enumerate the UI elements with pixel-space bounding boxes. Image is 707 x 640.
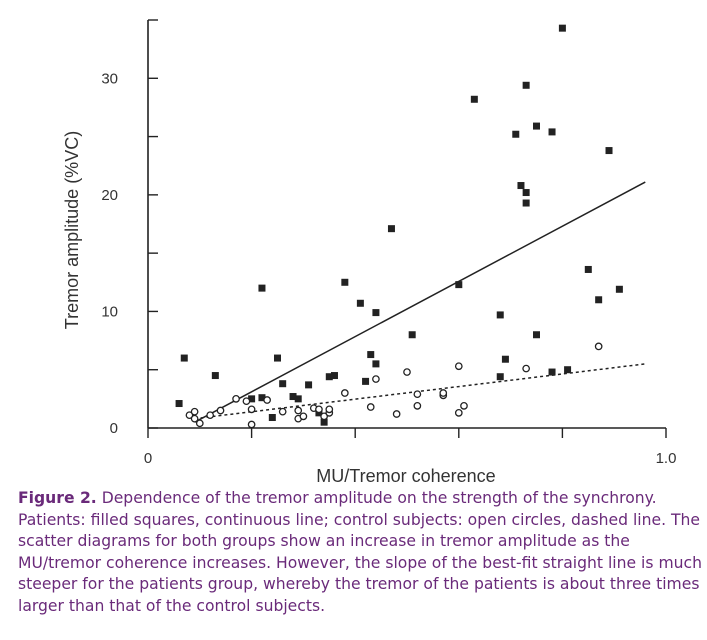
data-point-square	[522, 199, 530, 207]
data-point-square	[564, 366, 572, 374]
data-point-square	[496, 373, 504, 381]
data-point-circle	[190, 414, 199, 423]
data-point-circle	[372, 375, 380, 383]
data-point-circle	[206, 411, 215, 420]
data-point-square	[294, 395, 302, 403]
data-point-square	[325, 373, 333, 381]
data-point-square	[408, 331, 416, 339]
data-point-square	[258, 394, 266, 402]
data-point-circle	[195, 419, 204, 428]
y-tick-label: 0	[110, 420, 118, 437]
data-point-circle	[413, 402, 422, 410]
data-point-circle	[320, 412, 328, 421]
y-tick-label: 10	[101, 303, 118, 320]
data-point-square	[548, 128, 556, 136]
data-point-circle	[294, 406, 303, 415]
x-tick-label: 1.0	[656, 450, 677, 467]
data-point-square	[367, 351, 375, 359]
data-point-circle	[278, 407, 287, 416]
data-point-square	[522, 81, 530, 89]
data-point-circle	[232, 395, 240, 403]
data-point-square	[533, 331, 540, 339]
data-points	[175, 24, 623, 429]
data-point-circle	[439, 389, 448, 397]
fit-line-solid	[194, 181, 646, 423]
x-tick-label: 0	[144, 450, 152, 467]
data-point-square	[180, 354, 188, 362]
data-point-circle	[454, 362, 463, 371]
fit-line-dashed	[194, 363, 646, 420]
data-point-circle	[242, 397, 251, 406]
data-point-square	[470, 95, 478, 103]
data-point-circle	[247, 420, 256, 429]
axes: 0 10 20 30 0 1.0	[101, 19, 677, 467]
data-point-square	[279, 380, 287, 388]
data-point-circle	[247, 405, 256, 414]
data-point-circle	[340, 389, 349, 397]
data-point-square	[372, 360, 380, 368]
data-point-square	[496, 311, 504, 319]
data-point-square	[615, 285, 623, 293]
data-point-square	[274, 354, 281, 362]
data-point-circle	[366, 403, 375, 411]
data-point-square	[372, 309, 380, 317]
data-point-circle	[403, 368, 411, 376]
data-point-square	[522, 189, 530, 197]
data-point-square	[595, 296, 603, 304]
data-point-square	[268, 414, 276, 422]
data-point-square	[356, 299, 364, 307]
data-point-square	[533, 122, 540, 130]
data-point-square	[558, 24, 566, 32]
data-point-circle	[454, 408, 463, 417]
data-point-square	[605, 147, 613, 155]
data-point-square	[258, 284, 266, 292]
figure-caption: Figure 2. Dependence of the tremor ampli…	[18, 488, 703, 618]
data-point-circle	[392, 410, 401, 418]
fit-lines	[194, 181, 646, 423]
data-point-circle	[325, 405, 334, 414]
data-point-square	[305, 381, 313, 389]
data-point-square	[341, 278, 349, 286]
data-point-square	[501, 355, 509, 363]
data-point-square	[211, 372, 219, 380]
caption-label: Figure 2.	[18, 489, 97, 507]
data-point-square	[289, 393, 297, 401]
data-point-square	[455, 281, 463, 289]
data-point-circle	[594, 342, 603, 351]
caption-text: Dependence of the tremor amplitude on th…	[18, 489, 702, 615]
data-point-square	[584, 265, 592, 273]
data-point-circle	[299, 412, 308, 421]
data-point-circle	[185, 411, 194, 420]
data-point-circle	[190, 407, 199, 416]
data-point-square	[387, 225, 395, 233]
y-axis-label: Tremor amplitude (%VC)	[62, 131, 82, 329]
y-tick-label: 30	[101, 70, 118, 87]
data-point-circle	[216, 406, 225, 415]
data-point-square	[548, 368, 556, 376]
data-point-square	[517, 182, 525, 190]
data-point-square	[362, 377, 370, 385]
y-tick-label: 20	[101, 187, 118, 204]
data-point-square	[320, 418, 328, 426]
x-axis-label: MU/Tremor coherence	[316, 466, 495, 485]
data-point-circle	[263, 396, 271, 404]
data-point-square	[512, 130, 520, 138]
data-point-square	[330, 372, 338, 380]
data-point-circle	[460, 402, 468, 410]
data-point-circle	[522, 364, 530, 373]
data-point-circle	[315, 405, 323, 414]
scatter-chart: 0 10 20 30 0 1.0 MU/Tremor coherence Tremor a…	[62, 19, 677, 485]
data-point-square	[175, 400, 183, 408]
data-point-circle	[413, 390, 422, 399]
data-point-square	[248, 395, 256, 403]
